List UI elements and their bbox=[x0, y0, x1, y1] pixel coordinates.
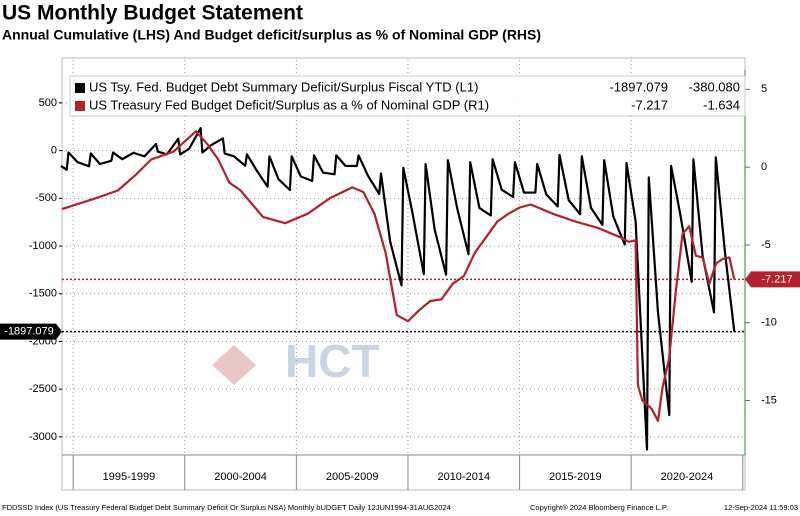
x-period-label: 2010-2014 bbox=[437, 471, 490, 483]
y-tick-label: -1500 bbox=[29, 288, 57, 300]
y2-tick-label: -5 bbox=[761, 239, 771, 251]
legend-value: -1897.079 bbox=[609, 79, 668, 94]
footer-date: 12-Sep-2024 11:59:03 bbox=[724, 503, 798, 512]
legend-value: -7.217 bbox=[631, 97, 668, 112]
legend-box bbox=[69, 75, 746, 117]
y-tick-label: -500 bbox=[35, 192, 57, 204]
y-tick-label: -2500 bbox=[29, 383, 57, 395]
chart-subtitle: Annual Cumulative (LHS) And Budget defic… bbox=[2, 27, 541, 43]
last-value-badge bbox=[0, 323, 62, 340]
plot-frame bbox=[61, 57, 746, 491]
y2-tick-label: 5 bbox=[761, 83, 767, 95]
last-value-badge bbox=[745, 271, 800, 288]
series-line bbox=[60, 127, 736, 451]
y2-tick-label: -15 bbox=[761, 394, 777, 406]
watermark: HCT bbox=[285, 335, 380, 387]
legend-value: -1.634 bbox=[703, 97, 740, 112]
y-tick-label: 0 bbox=[51, 145, 57, 157]
x-period-label: 2015-2019 bbox=[549, 471, 602, 483]
y2-tick-label: -10 bbox=[761, 317, 777, 329]
legend-swatch bbox=[75, 101, 85, 111]
legend-label: US Tsy. Fed. Budget Debt Summary Deficit… bbox=[89, 79, 478, 94]
y-tick-label: -3000 bbox=[29, 431, 57, 443]
legend-swatch bbox=[75, 83, 85, 93]
chart-title: US Monthly Budget Statement bbox=[2, 2, 303, 25]
series-line bbox=[61, 130, 736, 422]
legend-label: US Treasury Fed Budget Deficit/Surplus a… bbox=[89, 97, 489, 112]
last-value-label: -1897.079 bbox=[4, 326, 54, 338]
last-value-label: -7.217 bbox=[761, 273, 792, 285]
y-tick-label: 500 bbox=[39, 97, 57, 109]
x-period-label: 1995-1999 bbox=[103, 471, 156, 483]
x-period-label: 2000-2004 bbox=[214, 471, 267, 483]
footer-copyright: Copyright® 2024 Bloomberg Finance L.P. bbox=[530, 503, 668, 512]
x-period-label: 2020-2024 bbox=[661, 471, 714, 483]
legend-value: -380.080 bbox=[689, 79, 740, 94]
footer-source: FDDSSD Index (US Treasury Federal Budget… bbox=[2, 503, 451, 512]
x-period-label: 2005-2009 bbox=[326, 471, 379, 483]
y-tick-label: -1000 bbox=[29, 240, 57, 252]
watermark-logo bbox=[212, 345, 256, 385]
y2-tick-label: 0 bbox=[761, 161, 767, 173]
